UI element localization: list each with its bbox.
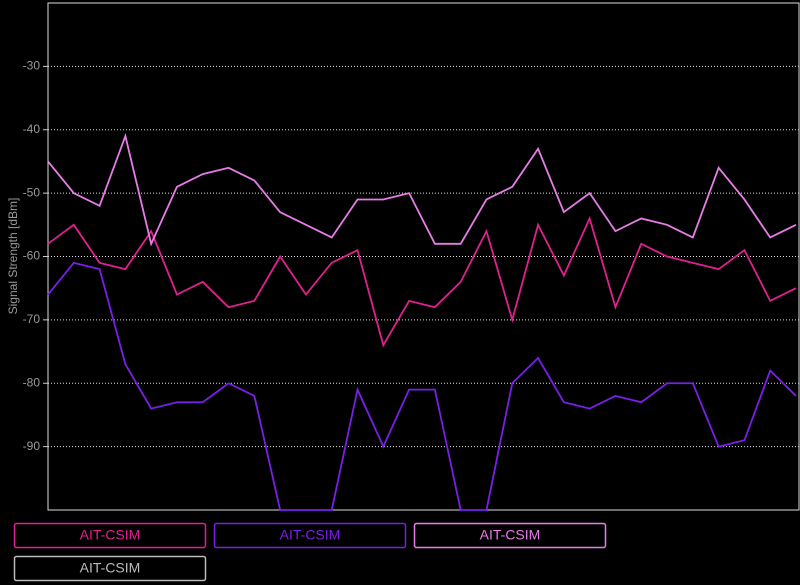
legend-item: AIT-CSIM (213, 522, 407, 549)
legend-box (13, 522, 207, 549)
legend-box (213, 522, 407, 549)
y-tick-label: -90 (23, 439, 41, 453)
legend-box (413, 522, 607, 549)
legend-box (13, 555, 207, 582)
series-line (47, 132, 797, 247)
legend-label: AIT-CSIM (280, 527, 341, 543)
y-tick-label: -80 (23, 375, 41, 389)
y-axis-label: Signal Strength [dBm] (6, 198, 20, 315)
series-line (47, 215, 797, 348)
legend-label: AIT-CSIM (480, 527, 541, 543)
legend-item: AIT-CSIM (13, 555, 207, 582)
y-tick-label: -40 (23, 122, 41, 136)
y-tick-label: -50 (23, 185, 41, 199)
y-tick-label: -70 (23, 312, 41, 326)
y-tick-label: -60 (23, 249, 41, 263)
legend-label: AIT-CSIM (80, 560, 141, 576)
legend-item: AIT-CSIM (413, 522, 607, 549)
series-line (47, 261, 797, 511)
legend-label: AIT-CSIM (80, 527, 141, 543)
legend-item: AIT-CSIM (13, 522, 207, 549)
y-tick-label: -30 (23, 59, 41, 73)
